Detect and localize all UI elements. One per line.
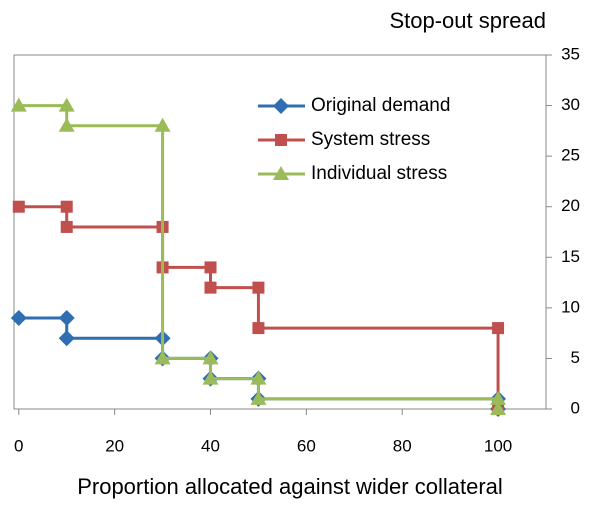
marker (10, 309, 27, 326)
y-tick-label: 10 (561, 297, 580, 316)
x-tick-label: 0 (14, 436, 23, 455)
y-tick-label: 25 (561, 146, 580, 165)
marker (60, 200, 73, 213)
y-tick-label: 35 (561, 44, 580, 63)
marker (204, 281, 217, 294)
marker (492, 322, 505, 335)
marker (60, 220, 73, 233)
marker (250, 390, 267, 405)
marker (202, 350, 219, 365)
marker (154, 350, 171, 365)
marker (154, 117, 171, 132)
marker (10, 97, 27, 112)
marker (252, 322, 265, 335)
x-tick-label: 40 (201, 436, 220, 455)
marker (58, 309, 75, 326)
x-tick-label: 60 (297, 436, 316, 455)
marker (250, 370, 267, 385)
x-tick-label: 20 (105, 436, 124, 455)
marker (252, 281, 265, 294)
x-tick-label: 100 (484, 436, 512, 455)
y-axis-label: Stop-out spread (389, 8, 546, 33)
legend-marker (273, 166, 289, 180)
marker (490, 390, 507, 405)
plot-frame (13, 54, 547, 410)
marker (12, 200, 25, 213)
marker (58, 117, 75, 132)
y-tick-label: 20 (561, 196, 580, 215)
marker (490, 401, 507, 415)
y-tick-label: 5 (571, 348, 580, 367)
marker (58, 97, 75, 112)
legend-marker (273, 98, 289, 114)
x-tick-label: 80 (393, 436, 412, 455)
legend-marker (275, 134, 287, 146)
marker (202, 370, 219, 385)
y-tick-label: 30 (561, 95, 580, 114)
marker (204, 261, 217, 274)
legend-label: System stress (311, 129, 430, 150)
marker (58, 330, 75, 347)
x-axis-label: Proportion allocated against wider colla… (77, 474, 503, 499)
y-tick-label: 0 (571, 398, 580, 417)
legend-label: Individual stress (311, 163, 447, 184)
y-tick-label: 15 (561, 247, 580, 266)
legend-label: Original demand (311, 95, 450, 116)
series-line (18, 104, 500, 409)
